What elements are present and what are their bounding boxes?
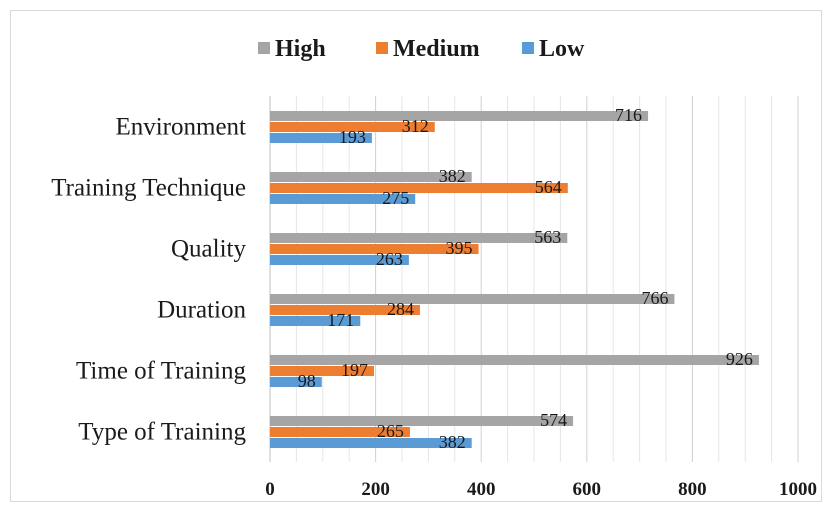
legend-swatch-high <box>258 42 270 54</box>
bar-high-5 <box>270 111 649 121</box>
data-label-medium-1: 197 <box>341 360 368 380</box>
x-tick-label-3: 600 <box>573 479 602 500</box>
bar-low-4 <box>270 194 416 204</box>
data-label-high-4: 382 <box>439 166 466 186</box>
category-label-5: Environment <box>115 114 246 141</box>
data-labels: 574 265 382 926 197 98 766 284 171 563 395 263 382 56… <box>298 105 753 452</box>
legend: High Medium Low <box>258 36 585 62</box>
category-label-0: Type of Training <box>78 419 246 446</box>
bar-medium-4 <box>270 183 568 193</box>
bar-medium-2 <box>270 305 420 315</box>
bar-low-5 <box>270 133 372 143</box>
bar-low-3 <box>270 255 409 265</box>
bar-medium-3 <box>270 244 479 254</box>
data-label-low-2: 171 <box>327 310 354 330</box>
x-tick-label-2: 400 <box>467 479 496 500</box>
data-label-low-1: 98 <box>298 371 316 391</box>
data-label-high-5: 716 <box>615 105 642 125</box>
bar-medium-0 <box>270 427 410 437</box>
legend-swatch-medium <box>376 42 388 54</box>
data-label-medium-3: 395 <box>446 238 473 258</box>
data-label-low-5: 193 <box>339 127 366 147</box>
data-label-high-2: 766 <box>641 288 668 308</box>
legend-label-high: High <box>275 36 326 62</box>
bar-high-1 <box>270 355 759 365</box>
category-labels: Type of Training Time of Training Duration… <box>51 114 246 446</box>
x-tick-label-1: 200 <box>361 479 390 500</box>
data-label-high-3: 563 <box>534 227 561 247</box>
data-label-low-0: 382 <box>439 432 466 452</box>
bar-low-1 <box>270 377 322 387</box>
data-label-low-4: 275 <box>382 188 409 208</box>
data-label-medium-5: 312 <box>402 116 429 136</box>
grid <box>269 96 799 462</box>
data-label-medium-0: 265 <box>377 421 404 441</box>
x-tick-label-0: 0 <box>265 479 275 500</box>
bar-high-0 <box>270 416 574 426</box>
legend-label-low: Low <box>539 36 585 62</box>
x-axis-ticks: 0 200 400 600 800 1000 <box>265 479 817 500</box>
category-label-1: Time of Training <box>76 358 246 385</box>
bar-high-3 <box>270 233 568 243</box>
bar-low-2 <box>270 316 361 326</box>
category-label-4: Training Technique <box>51 175 246 202</box>
category-label-3: Quality <box>171 236 246 263</box>
data-label-high-0: 574 <box>540 410 567 430</box>
x-tick-label-5: 1000 <box>779 479 817 500</box>
bar-low-0 <box>270 438 472 448</box>
data-label-high-1: 926 <box>726 349 753 369</box>
category-label-2: Duration <box>157 297 246 324</box>
bar-high-4 <box>270 172 472 182</box>
bar-medium-1 <box>270 366 375 376</box>
data-label-medium-4: 564 <box>535 177 562 197</box>
bars <box>270 111 759 448</box>
bar-medium-5 <box>270 122 435 132</box>
data-label-medium-2: 284 <box>387 299 414 319</box>
x-tick-label-4: 800 <box>678 479 707 500</box>
bar-high-2 <box>270 294 675 304</box>
data-label-low-3: 263 <box>376 249 403 269</box>
legend-label-medium: Medium <box>393 36 480 62</box>
legend-swatch-low <box>522 42 534 54</box>
